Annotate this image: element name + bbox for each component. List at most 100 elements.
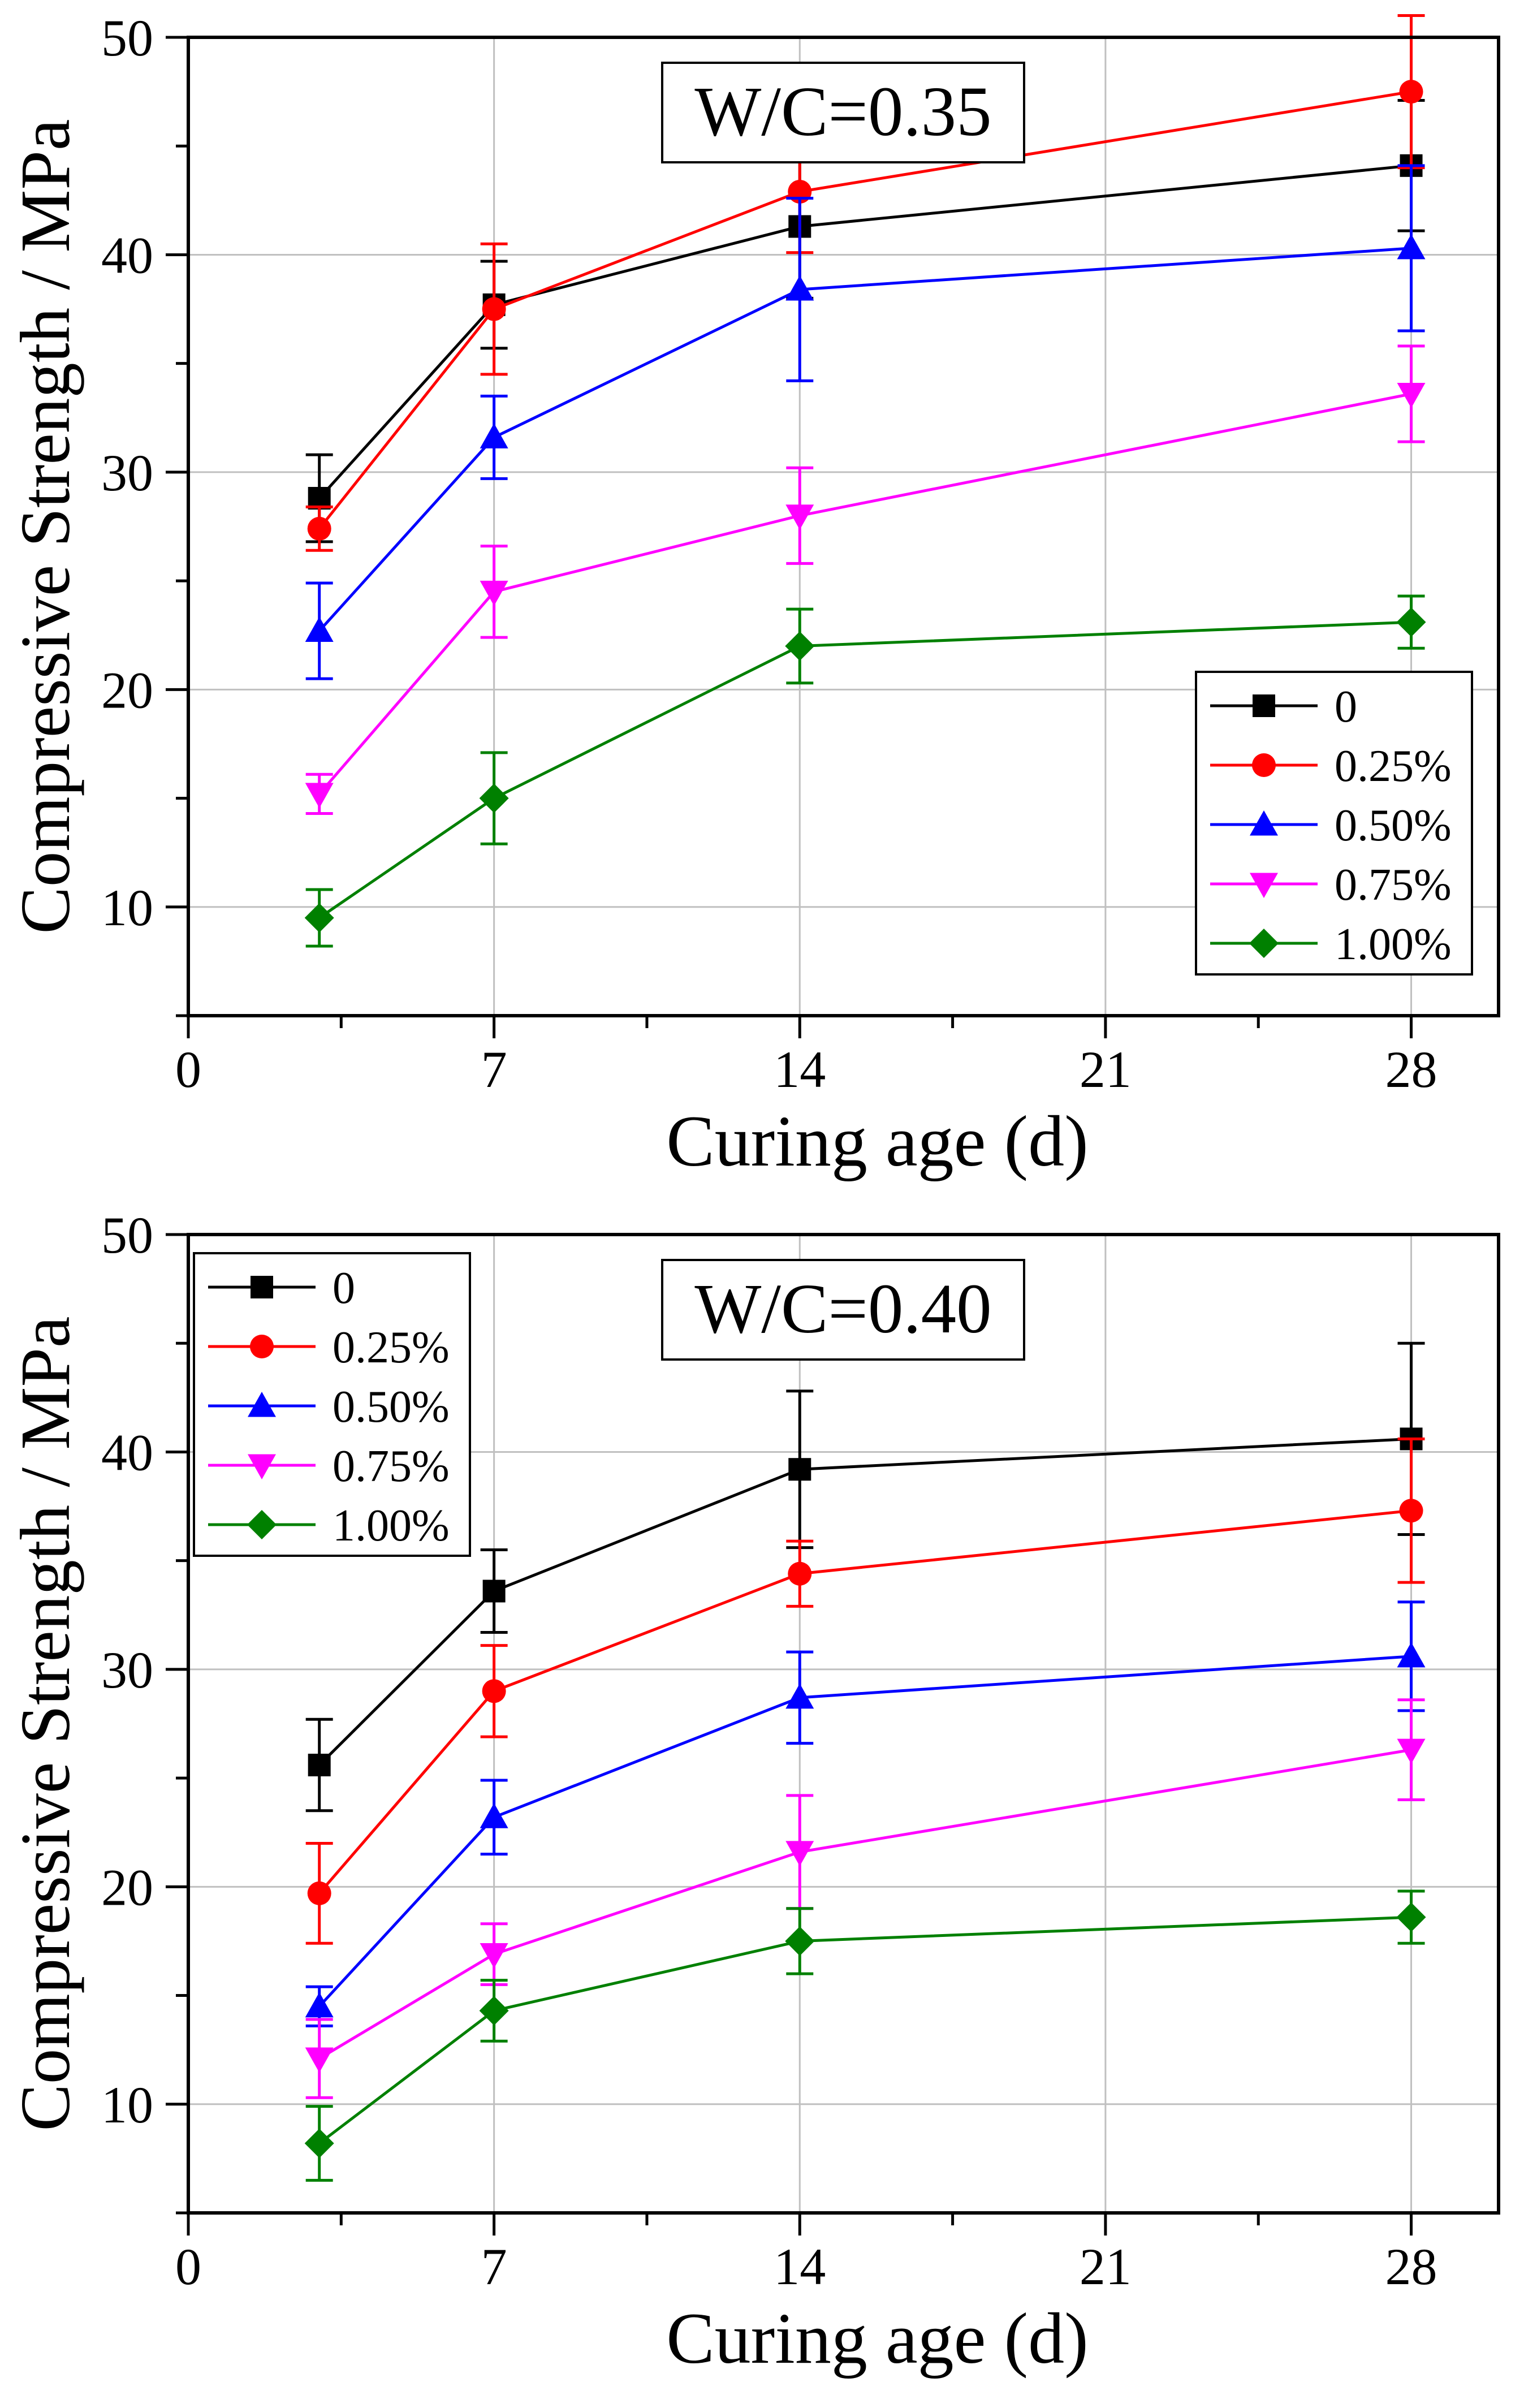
legend-item: 0.50% xyxy=(1210,801,1452,851)
legend-label: 1.00% xyxy=(1335,920,1452,969)
legend-item: 1.00% xyxy=(208,1501,450,1551)
legend-label: 0.25% xyxy=(1335,741,1452,791)
data-point xyxy=(1396,607,1426,637)
series-4 xyxy=(304,1889,1426,2182)
series-line xyxy=(318,247,1411,632)
series-line xyxy=(318,1437,1411,1766)
title-box xyxy=(661,1259,1025,1361)
legend-marker xyxy=(1252,753,1276,777)
x-tick-label: 28 xyxy=(1385,1041,1437,1098)
plot-frame xyxy=(187,36,1500,1017)
legend-item: 0 xyxy=(208,1263,355,1313)
ticks xyxy=(166,1233,1413,2236)
legend-marker xyxy=(1250,873,1278,898)
legend-item: 0.75% xyxy=(208,1442,450,1491)
series-line xyxy=(318,620,1411,920)
y-tick-label: 10 xyxy=(101,2076,153,2134)
x-axis-title: Curing age (d) xyxy=(666,1101,1088,1181)
data-point xyxy=(785,1841,814,1866)
data-point xyxy=(785,631,815,661)
legend-marker xyxy=(247,1510,277,1539)
series-0 xyxy=(305,98,1425,543)
y-tick-label: 20 xyxy=(101,1858,153,1916)
title-box xyxy=(661,62,1025,163)
series-4 xyxy=(304,594,1426,948)
legend-label: 0.75% xyxy=(1335,860,1452,910)
x-tick-label: 28 xyxy=(1385,2238,1437,2295)
legend-item: 0.75% xyxy=(1210,860,1452,910)
legend: 0 0.25% 0.50% 0.75% 1.00% xyxy=(193,1252,471,1557)
ticks xyxy=(166,36,1413,1038)
data-point xyxy=(482,1679,506,1703)
data-point xyxy=(480,1943,508,1969)
legend-label: 0.50% xyxy=(333,1382,450,1432)
series-3 xyxy=(305,1698,1426,2099)
plot-2: 0 7 14 21 28 10 20 30 40 50 Curing age (d) Compress… xyxy=(7,1206,1500,2379)
series-line xyxy=(318,90,1411,530)
legend-label: 0.75% xyxy=(333,1442,450,1491)
y-tick-label: 40 xyxy=(101,1423,153,1481)
data-point xyxy=(1397,1738,1426,1764)
data-point xyxy=(307,1881,331,1905)
x-tick-label: 7 xyxy=(481,2238,507,2295)
title-text: W/C=0.40 xyxy=(694,1270,991,1348)
legend-marker xyxy=(1253,694,1275,717)
x-tick-label: 21 xyxy=(1080,2238,1132,2295)
data-point xyxy=(785,1683,814,1709)
legend: 0 0.25% 0.50% 0.75% 1.00% xyxy=(1195,671,1473,976)
series-2 xyxy=(305,1600,1426,2027)
plot-1: 0 7 14 21 28 10 20 30 40 50 Curing age (d) Compress… xyxy=(7,9,1500,1181)
data-point xyxy=(1399,80,1423,104)
data-point xyxy=(788,1561,812,1586)
x-axis-title: Curing age (d) xyxy=(666,2298,1088,2379)
series-line xyxy=(318,1655,1411,2008)
data-point xyxy=(785,1926,815,1956)
data-point xyxy=(1397,382,1426,408)
legend-marker xyxy=(1250,810,1278,836)
legend-marker xyxy=(248,1454,276,1479)
legend-label: 0.25% xyxy=(333,1323,450,1373)
data-point xyxy=(305,1992,334,2018)
legend-label: 1.00% xyxy=(333,1501,450,1551)
y-tick-label: 30 xyxy=(101,444,153,502)
series-3 xyxy=(305,344,1426,815)
data-point xyxy=(482,1580,506,1603)
series-line xyxy=(318,1509,1411,1895)
series-line xyxy=(318,392,1412,795)
plot-frame xyxy=(187,1233,1500,2215)
data-point xyxy=(788,1458,811,1481)
y-tick-label: 20 xyxy=(101,661,153,719)
y-tick-label: 50 xyxy=(101,1206,153,1264)
y-tick-label: 10 xyxy=(101,879,153,937)
legend-label: 0 xyxy=(333,1263,355,1313)
x-tick-label: 14 xyxy=(774,2238,826,2295)
legend-marker xyxy=(248,1392,276,1417)
data-point xyxy=(305,616,334,642)
data-point xyxy=(1397,234,1426,260)
legend-item: 1.00% xyxy=(1210,920,1452,969)
series-0 xyxy=(305,1341,1425,1813)
legend-marker xyxy=(251,1276,273,1298)
data-point xyxy=(305,2047,334,2073)
legend-marker xyxy=(1249,929,1279,958)
legend-item: 0.25% xyxy=(1210,741,1452,791)
x-tick-label: 7 xyxy=(481,1041,507,1098)
legend-item: 0.50% xyxy=(208,1382,450,1432)
data-point xyxy=(479,1996,509,2026)
data-point xyxy=(305,783,334,808)
x-tick-label: 0 xyxy=(175,2238,201,2295)
series-2 xyxy=(305,164,1426,680)
chart-title: W/C=0.40 xyxy=(661,1259,1025,1361)
data-point xyxy=(307,516,331,541)
title-text: W/C=0.35 xyxy=(694,73,991,151)
series-line xyxy=(318,1915,1411,2144)
data-point xyxy=(785,504,814,530)
data-point xyxy=(308,1754,331,1777)
y-tick-label: 50 xyxy=(101,9,153,67)
data-point xyxy=(1397,1642,1426,1668)
legend-marker xyxy=(250,1335,274,1358)
y-tick-label: 30 xyxy=(101,1641,153,1699)
data-point xyxy=(1399,1499,1423,1523)
legend-item: 0 xyxy=(1210,682,1357,732)
